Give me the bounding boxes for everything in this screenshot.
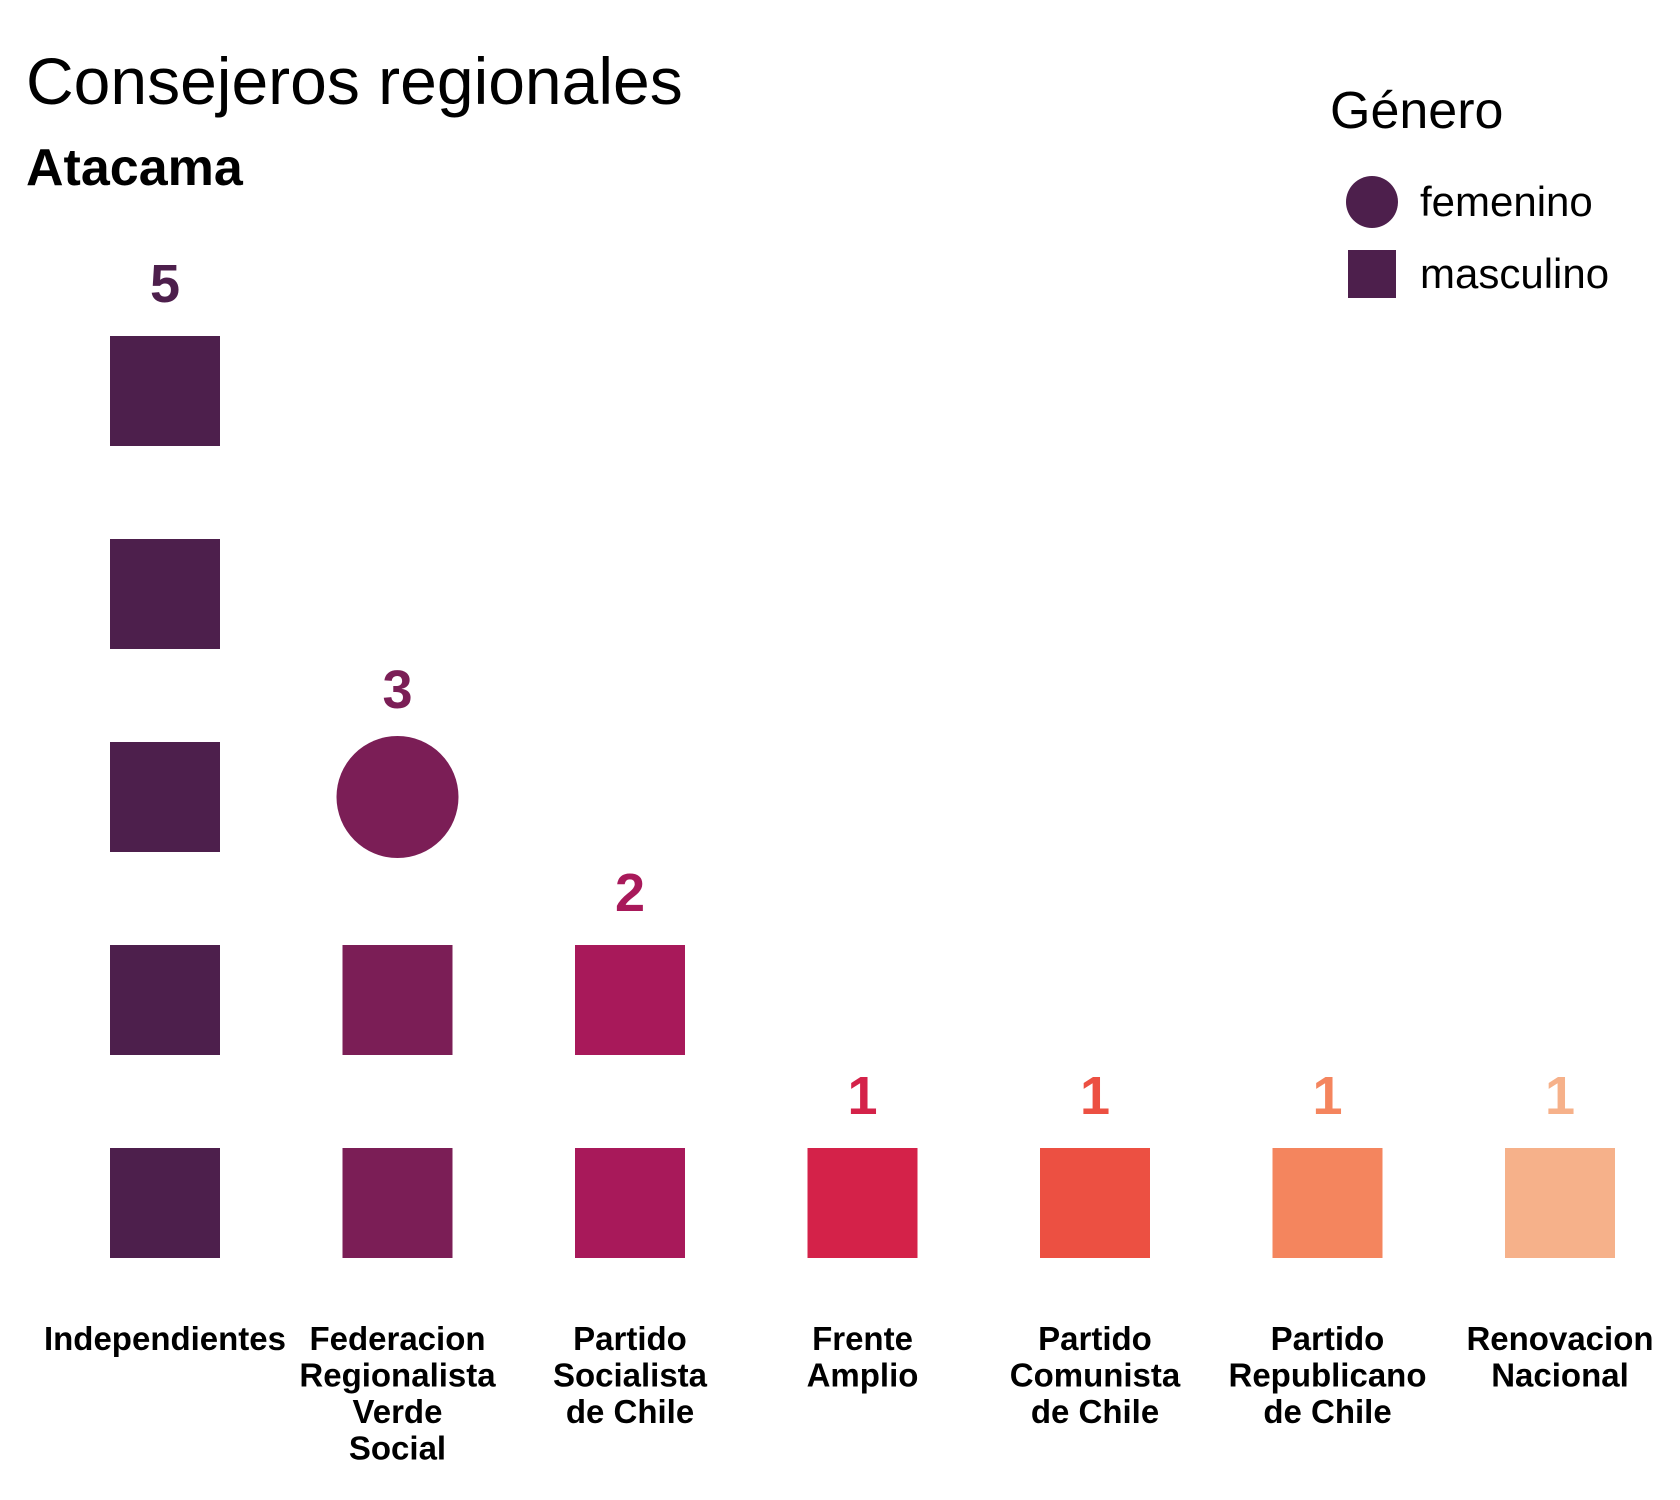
count-label: 2 bbox=[615, 863, 645, 923]
category-label: de Chile bbox=[566, 1393, 694, 1430]
chart-title: Consejeros regionales bbox=[26, 44, 683, 118]
legend: Género femenino masculino bbox=[1330, 82, 1609, 298]
legend-square-icon bbox=[1348, 250, 1396, 298]
legend-item-masculino: masculino bbox=[1348, 250, 1609, 298]
legend-label: femenino bbox=[1420, 178, 1593, 225]
unit-masculino bbox=[1040, 1148, 1150, 1258]
category-label: Verde bbox=[353, 1393, 443, 1430]
unit-masculino bbox=[807, 1148, 918, 1258]
category-label: Partido bbox=[1271, 1320, 1385, 1357]
category-label: Regionalista bbox=[299, 1357, 496, 1394]
category-label: Republicano bbox=[1228, 1357, 1426, 1394]
unit-masculino bbox=[110, 336, 220, 446]
category-label: Social bbox=[349, 1430, 446, 1467]
count-label: 3 bbox=[382, 660, 412, 720]
category-label: Socialista bbox=[553, 1357, 708, 1394]
legend-circle-icon bbox=[1346, 176, 1398, 228]
category-label: de Chile bbox=[1031, 1393, 1159, 1430]
category-label: Partido bbox=[573, 1320, 687, 1357]
category-column: 5 Independientes bbox=[44, 254, 286, 1357]
category-label: Renovacion bbox=[1466, 1320, 1653, 1357]
legend-title: Género bbox=[1330, 82, 1503, 140]
unit-masculino bbox=[110, 945, 220, 1055]
unit-masculino bbox=[110, 539, 220, 649]
count-label: 1 bbox=[847, 1066, 877, 1126]
category-label: Independientes bbox=[44, 1320, 286, 1357]
unit-masculino bbox=[342, 945, 453, 1055]
unit-femenino bbox=[336, 736, 459, 858]
chart-subtitle: Atacama bbox=[26, 139, 244, 197]
unit-masculino bbox=[1505, 1148, 1615, 1258]
category-label: Amplio bbox=[807, 1357, 919, 1394]
legend-item-femenino: femenino bbox=[1346, 176, 1593, 228]
count-label: 1 bbox=[1080, 1066, 1110, 1126]
unit-masculino bbox=[575, 945, 685, 1055]
category-label: Comunista bbox=[1010, 1357, 1181, 1394]
count-label: 5 bbox=[150, 254, 180, 314]
unit-masculino bbox=[575, 1148, 685, 1258]
count-label: 1 bbox=[1312, 1066, 1342, 1126]
category-label: Frente bbox=[812, 1320, 913, 1357]
category-label: Federacion bbox=[309, 1320, 485, 1357]
unit-masculino bbox=[1272, 1148, 1383, 1258]
count-label: 1 bbox=[1545, 1066, 1575, 1126]
category-label: Partido bbox=[1038, 1320, 1152, 1357]
unit-masculino bbox=[110, 742, 220, 852]
unit-masculino bbox=[342, 1148, 453, 1258]
legend-label: masculino bbox=[1420, 250, 1609, 297]
chart-marks: 5 Independientes 3 FederacionRegionalistaVe… bbox=[44, 254, 1654, 1467]
category-label: de Chile bbox=[1263, 1393, 1391, 1430]
unit-masculino bbox=[110, 1148, 220, 1258]
category-label: Nacional bbox=[1491, 1357, 1629, 1394]
